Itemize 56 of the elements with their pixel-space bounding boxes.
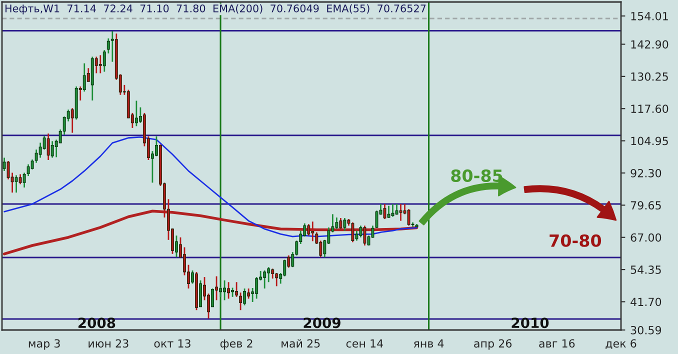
y-tick-label: 54.35	[630, 266, 661, 274]
x-tick-label: авг 16	[539, 339, 575, 348]
annotation: 2008	[78, 318, 116, 328]
candlestick	[263, 270, 266, 290]
candlestick	[339, 217, 342, 230]
y-tick-label: 67.00	[630, 233, 662, 242]
candlestick	[98, 54, 102, 74]
y-tick-label: 142.90	[631, 40, 668, 49]
annotation: 2010	[512, 318, 549, 328]
candlestick	[46, 132, 50, 161]
candlestick	[311, 220, 314, 242]
y-tick-label: 130.25	[631, 72, 668, 81]
candlestick	[399, 203, 402, 222]
candlestick	[231, 287, 234, 298]
annotation: 80-85	[451, 169, 502, 182]
y-tick-label: 154.01	[631, 12, 668, 20]
candlestick	[307, 223, 310, 236]
y-tick-label: 104.95	[631, 136, 668, 146]
x-tick-label: апр 26	[474, 339, 512, 350]
candlestick	[335, 216, 338, 230]
y-tick-label: 30.59	[630, 326, 662, 334]
x-tick-label: сен 14	[346, 339, 384, 348]
candlestick	[211, 288, 214, 308]
candlestick	[363, 224, 366, 246]
candlestick	[82, 62, 86, 92]
x-tick-label: мар 3	[28, 339, 60, 350]
candlestick	[14, 174, 18, 194]
candlestick	[50, 140, 54, 158]
annotation: 2009	[304, 318, 340, 328]
y-tick-label: 41.70	[630, 298, 662, 306]
candlestick	[391, 203, 394, 218]
candlestick	[387, 205, 390, 219]
candlestick	[351, 222, 354, 243]
x-tick-label: май 25	[282, 339, 320, 348]
x-tick-label: янв 4	[414, 339, 444, 348]
candlestick	[243, 288, 246, 306]
candlestick	[219, 286, 222, 298]
line-series	[4, 136, 418, 238]
x-tick-label: окт 13	[154, 339, 190, 348]
chart-title: Нефть,W1 71.14 72.24 71.10 71.80 EMA(200) 70.76049 EMA(55) 70.76527	[6, 4, 426, 14]
x-tick-label: дек 6	[606, 339, 636, 350]
y-tick-label: 79.65	[630, 201, 661, 210]
candlestick	[18, 174, 22, 185]
candlestick	[383, 203, 386, 220]
candlestick	[227, 281, 230, 300]
y-tick-label: 92.30	[630, 168, 662, 178]
candlestick	[271, 268, 274, 280]
candlestick	[275, 272, 278, 287]
candlestick	[343, 217, 346, 232]
candlestick	[134, 100, 138, 127]
annotation: 70-80	[550, 234, 602, 247]
candlestick	[255, 276, 258, 300]
y-tick-label: 117.60	[631, 104, 668, 113]
x-tick-label: июн 23	[88, 339, 128, 348]
x-tick-label: фев 2	[220, 339, 252, 350]
candlestick	[223, 280, 226, 301]
